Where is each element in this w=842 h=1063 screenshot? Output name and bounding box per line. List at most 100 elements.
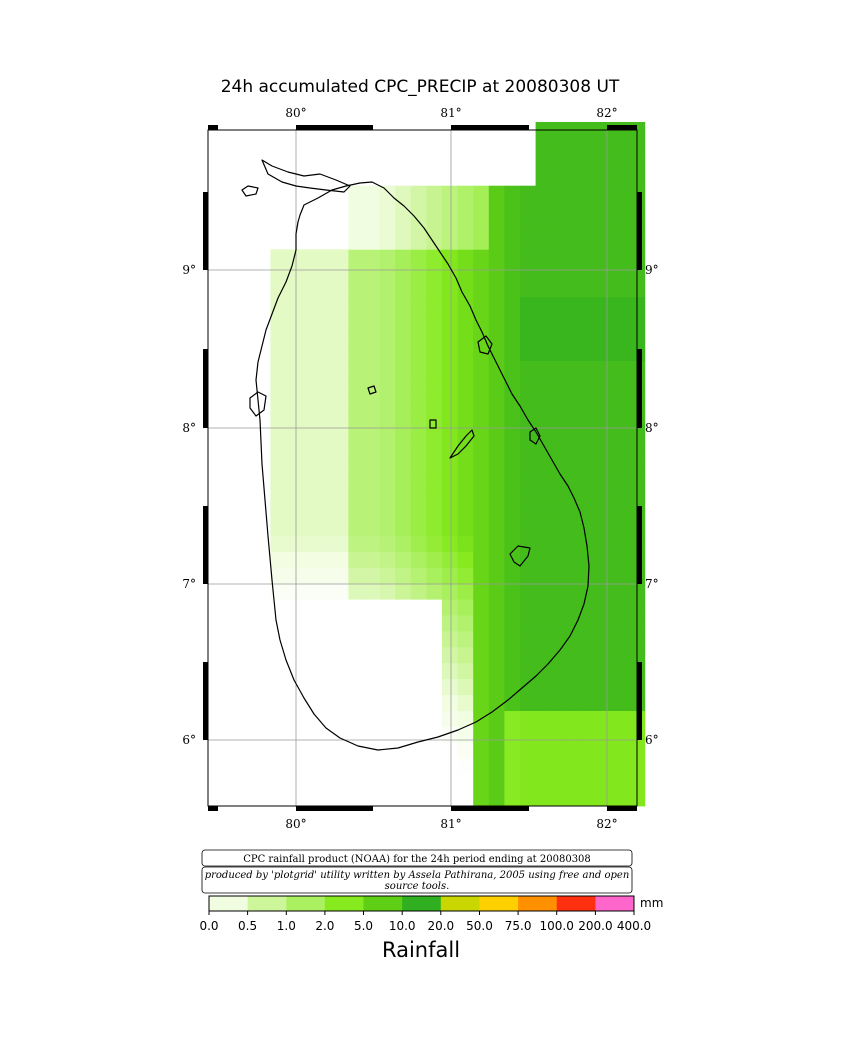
rain-cell xyxy=(379,392,396,409)
colorbar-label: 75.0 xyxy=(505,919,532,933)
rain-cell xyxy=(488,742,505,759)
colorbar-label: 5.0 xyxy=(354,919,373,933)
rain-cell xyxy=(426,185,443,202)
rain-cell xyxy=(473,646,490,664)
rain-cell xyxy=(551,456,568,473)
rain-cell xyxy=(379,535,396,552)
rain-cell xyxy=(332,312,349,330)
rain-cell xyxy=(426,392,443,409)
rain-cell xyxy=(317,281,334,298)
rain-cell xyxy=(504,662,521,680)
colorbar-label: 50.0 xyxy=(466,919,493,933)
rain-cell xyxy=(504,742,521,759)
rain-cell xyxy=(364,551,380,568)
rain-cell xyxy=(504,328,521,346)
rain-cell xyxy=(473,424,490,441)
rain-cell xyxy=(504,472,521,489)
rain-cell xyxy=(457,185,474,202)
mannar-island xyxy=(241,185,259,197)
rain-cell xyxy=(457,424,474,441)
rain-cell xyxy=(551,424,568,441)
rain-cell xyxy=(566,376,583,393)
rain-cell xyxy=(598,758,614,775)
rain-cell xyxy=(395,185,412,202)
rain-cell xyxy=(348,265,365,282)
rain-cell xyxy=(317,312,334,330)
colorbar-swatch xyxy=(209,896,249,911)
rain-cell xyxy=(379,185,396,202)
rain-cell xyxy=(457,360,474,377)
rain-cell xyxy=(317,376,334,393)
rain-cell xyxy=(598,726,614,743)
rain-cell xyxy=(301,567,318,584)
rain-cell xyxy=(566,456,583,473)
rain-cell xyxy=(613,615,630,632)
rain-cell xyxy=(504,646,521,664)
rain-cell xyxy=(582,153,599,171)
rain-cell xyxy=(332,456,349,473)
rain-cell xyxy=(504,487,521,505)
frame-bar xyxy=(203,662,208,740)
rain-cell xyxy=(442,217,458,234)
rain-cell xyxy=(551,487,568,505)
rain-cell xyxy=(364,408,380,425)
lon-labels-top: 80° 81° 82° xyxy=(285,106,617,120)
rain-cell xyxy=(598,519,614,536)
rain-cell xyxy=(582,790,599,807)
rain-cell xyxy=(488,297,505,314)
sri-lanka-coastline xyxy=(255,181,590,751)
jaffna-peninsula xyxy=(261,159,351,193)
rain-cell xyxy=(301,503,318,521)
frame-bar xyxy=(296,125,373,130)
rain-cell xyxy=(535,742,552,759)
rain-cell xyxy=(613,519,630,536)
rain-cell xyxy=(520,662,536,680)
rain-cell xyxy=(613,567,630,584)
rain-cell xyxy=(348,472,365,489)
rain-cell xyxy=(410,456,427,473)
rain-cell xyxy=(395,392,412,409)
rain-cell xyxy=(613,774,630,791)
rain-cell xyxy=(566,185,583,202)
rain-cell xyxy=(566,599,583,616)
rain-cell xyxy=(270,424,287,441)
rain-cell xyxy=(520,535,536,552)
frame-bar xyxy=(203,349,208,428)
rain-cell xyxy=(442,551,458,568)
colorbar-swatch xyxy=(595,896,635,911)
rain-cell xyxy=(535,615,552,632)
rain-cell xyxy=(473,774,490,791)
frame-tick-bars xyxy=(203,125,642,811)
rain-cell xyxy=(348,344,365,361)
colorbar-swatch xyxy=(440,896,480,911)
rain-cell xyxy=(488,217,505,234)
rain-cell xyxy=(442,503,458,521)
rain-cell xyxy=(473,742,490,759)
rain-cell xyxy=(395,233,412,250)
rain-cell xyxy=(488,503,505,521)
rain-cell xyxy=(395,360,412,377)
rain-cell xyxy=(520,710,536,727)
rain-cell xyxy=(395,201,412,218)
rain-cell xyxy=(488,646,505,664)
rain-cell xyxy=(613,694,630,711)
rain-cell xyxy=(426,567,443,584)
rain-cell xyxy=(535,790,552,807)
rain-cell xyxy=(566,249,583,266)
rain-cell xyxy=(410,185,427,202)
rain-cell xyxy=(442,249,458,266)
rain-cell xyxy=(520,440,536,457)
rain-cell xyxy=(488,758,505,775)
rain-cell xyxy=(598,297,614,314)
rain-cell xyxy=(286,519,302,536)
rain-cell xyxy=(598,472,614,489)
rain-cell xyxy=(598,249,614,266)
rain-cell xyxy=(613,360,630,377)
lon-label: 82° xyxy=(596,817,617,831)
rain-cell xyxy=(442,678,458,696)
rain-cell xyxy=(504,710,521,727)
rain-cell xyxy=(442,201,458,218)
rain-cell xyxy=(442,360,458,377)
rain-cell xyxy=(379,487,396,505)
